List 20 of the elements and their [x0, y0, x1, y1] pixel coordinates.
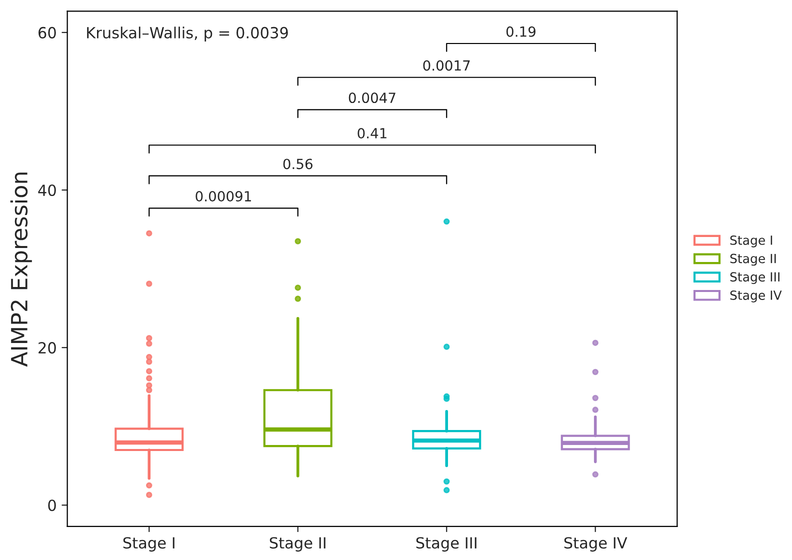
y-tick-label: 60 [38, 26, 56, 38]
legend-label: Stage IV [730, 290, 782, 302]
x-tick-label: Stage III [416, 537, 476, 552]
annotation: 0.19 [506, 26, 536, 37]
x-tick-label: Stage IV [564, 537, 628, 552]
annotation: 0.41 [358, 128, 386, 138]
y-tick-label: 40 [38, 184, 56, 196]
annotation: 0.00091 [196, 191, 251, 202]
legend-label: Stage II [730, 254, 776, 266]
x-tick-label: Stage II [270, 537, 326, 552]
annotation: 0.0017 [423, 60, 470, 71]
legend-label: Stage I [730, 235, 772, 248]
y-tick-label: 0 [48, 500, 56, 512]
y-axis-title: AIMP2 Expression [10, 172, 32, 367]
annotation: 0.56 [283, 158, 312, 170]
x-tick-label: Stage I [123, 537, 174, 552]
annotation: 0.0047 [348, 92, 396, 104]
annotation: Kruskal–Wallis, p = 0.0039 [87, 26, 288, 42]
legend-label: Stage III [730, 272, 780, 284]
y-tick-label: 20 [38, 342, 56, 354]
